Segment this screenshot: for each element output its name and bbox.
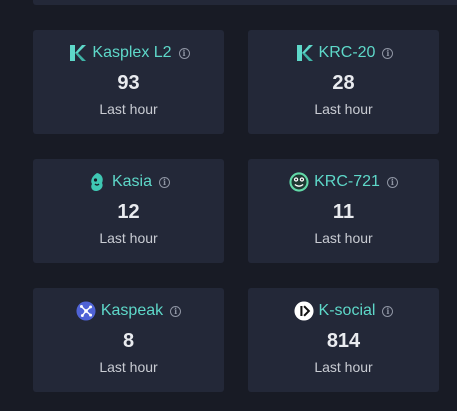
stat-period: Last hour xyxy=(314,230,373,246)
stat-card-krc-20[interactable]: KRC-20 i 28 Last hour xyxy=(248,30,439,134)
info-icon[interactable]: i xyxy=(159,176,171,188)
stat-value: 93 xyxy=(117,72,140,94)
stat-value: 11 xyxy=(332,201,355,223)
kasia-logo-icon xyxy=(87,172,107,192)
card-title: KRC-20 xyxy=(318,44,376,61)
stat-value: 814 xyxy=(326,330,361,352)
stat-value: 8 xyxy=(122,330,135,352)
card-title: Kasia xyxy=(111,173,153,190)
card-title-row: Kasplex L2 i xyxy=(33,43,224,63)
info-icon[interactable]: i xyxy=(382,305,394,317)
stat-value: 28 xyxy=(332,72,355,94)
kaspeak-logo-icon xyxy=(76,301,96,321)
krc721-logo-icon xyxy=(289,172,309,192)
card-title-row: KRC-721 i xyxy=(248,172,439,192)
stat-period: Last hour xyxy=(314,359,373,375)
stat-period: Last hour xyxy=(99,359,158,375)
card-title-row: KRC-20 i xyxy=(248,43,439,63)
info-icon[interactable]: i xyxy=(386,176,398,188)
card-title: K-social xyxy=(318,302,376,319)
card-title-row: Kasia i xyxy=(33,172,224,192)
info-icon[interactable]: i xyxy=(178,47,190,59)
stat-card-kasia[interactable]: Kasia i 12 Last hour xyxy=(33,159,224,263)
stat-period: Last hour xyxy=(99,230,158,246)
card-title-row: Kaspeak i xyxy=(33,301,224,321)
card-title: Kasplex L2 xyxy=(92,44,172,61)
krc20-logo-icon xyxy=(294,43,314,63)
info-icon[interactable]: i xyxy=(170,305,182,317)
card-title: KRC-721 xyxy=(314,173,380,190)
previous-card-edge xyxy=(33,0,457,5)
card-title-row: K-social i xyxy=(248,301,439,321)
ksocial-logo-icon xyxy=(294,301,314,321)
stat-card-kaspeak[interactable]: Kaspeak i 8 Last hour xyxy=(33,288,224,392)
stat-card-krc-721[interactable]: KRC-721 i 11 Last hour xyxy=(248,159,439,263)
info-icon[interactable]: i xyxy=(382,47,394,59)
stat-card-kasplex-l2[interactable]: Kasplex L2 i 93 Last hour xyxy=(33,30,224,134)
stat-card-k-social[interactable]: K-social i 814 Last hour xyxy=(248,288,439,392)
stat-period: Last hour xyxy=(99,101,158,117)
stat-value: 12 xyxy=(117,201,140,223)
kasplex-logo-icon xyxy=(67,43,87,63)
card-title: Kaspeak xyxy=(100,302,164,319)
stat-period: Last hour xyxy=(314,101,373,117)
